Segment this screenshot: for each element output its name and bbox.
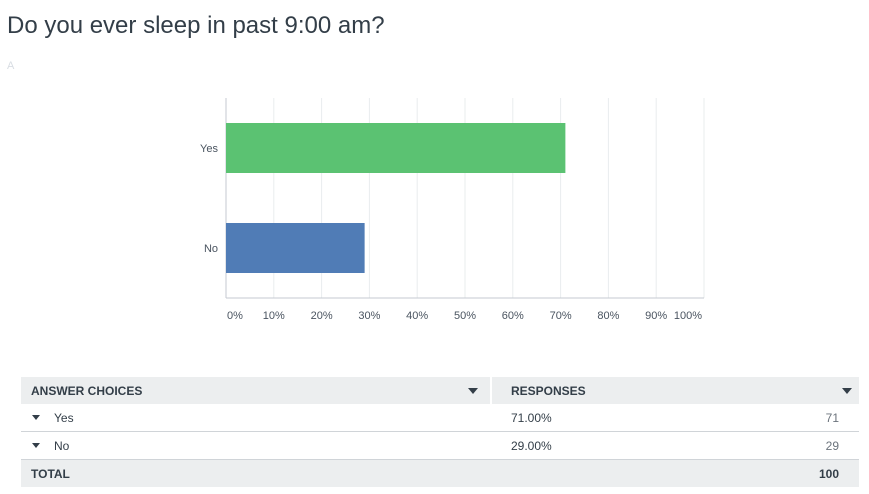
expand-caret-down-icon[interactable]	[32, 415, 40, 420]
sort-caret-down-icon[interactable]	[842, 387, 852, 394]
total-label: TOTAL	[31, 466, 70, 481]
bar-yes[interactable]	[226, 123, 566, 173]
category-label: No	[204, 243, 218, 255]
responses-table: ANSWER CHOICES RESPONSES Yes 71.00% 71 N…	[21, 377, 859, 487]
x-tick-label: 60%	[502, 310, 524, 322]
x-tick-label: 50%	[454, 310, 476, 322]
x-tick-label: 0%	[227, 310, 243, 322]
x-tick-label: 100%	[674, 310, 702, 322]
answer-choice-cell: Yes	[21, 411, 492, 425]
answer-choices-header-label: ANSWER CHOICES	[31, 383, 143, 398]
x-tick-label: 70%	[550, 310, 572, 322]
responses-header[interactable]: RESPONSES	[492, 384, 859, 398]
table-header-row: ANSWER CHOICES RESPONSES	[21, 377, 859, 404]
x-tick-label: 30%	[358, 310, 380, 322]
answer-choice-cell: No	[21, 439, 492, 453]
x-tick-label: 20%	[311, 310, 333, 322]
table-total-row: TOTAL 100	[21, 460, 859, 487]
answer-choice-label: Yes	[54, 410, 74, 425]
total-label-cell: TOTAL	[21, 467, 492, 481]
x-tick-label: 10%	[263, 310, 285, 322]
expand-caret-down-icon[interactable]	[32, 443, 40, 448]
answer-choices-header[interactable]: ANSWER CHOICES	[21, 377, 492, 404]
responses-header-label: RESPONSES	[511, 383, 586, 398]
total-count-cell: 100	[492, 467, 859, 481]
total-count: 100	[818, 466, 839, 481]
x-tick-label: 90%	[645, 310, 667, 322]
answered-note: A	[7, 60, 15, 72]
bar-no[interactable]	[226, 223, 365, 273]
response-cell: 71.00% 71	[492, 411, 859, 425]
x-tick-label: 40%	[406, 310, 428, 322]
x-tick-label: 80%	[597, 310, 619, 322]
response-percent: 29.00%	[511, 438, 552, 453]
category-label: Yes	[200, 143, 218, 155]
sort-caret-down-icon[interactable]	[468, 387, 478, 394]
table-row: Yes 71.00% 71	[21, 404, 859, 432]
response-count: 71	[825, 410, 839, 425]
bar-chart: 0% 10% 20% 30% 40% 50% 60% 70% 80% 90% 100% Yes No	[200, 98, 705, 322]
question-title: Do you ever sleep in past 9:00 am?	[7, 12, 385, 39]
answer-choice-label: No	[54, 438, 70, 453]
table-row: No 29.00% 29	[21, 432, 859, 460]
response-cell: 29.00% 29	[492, 439, 859, 453]
response-percent: 71.00%	[511, 410, 552, 425]
response-count: 29	[825, 438, 839, 453]
